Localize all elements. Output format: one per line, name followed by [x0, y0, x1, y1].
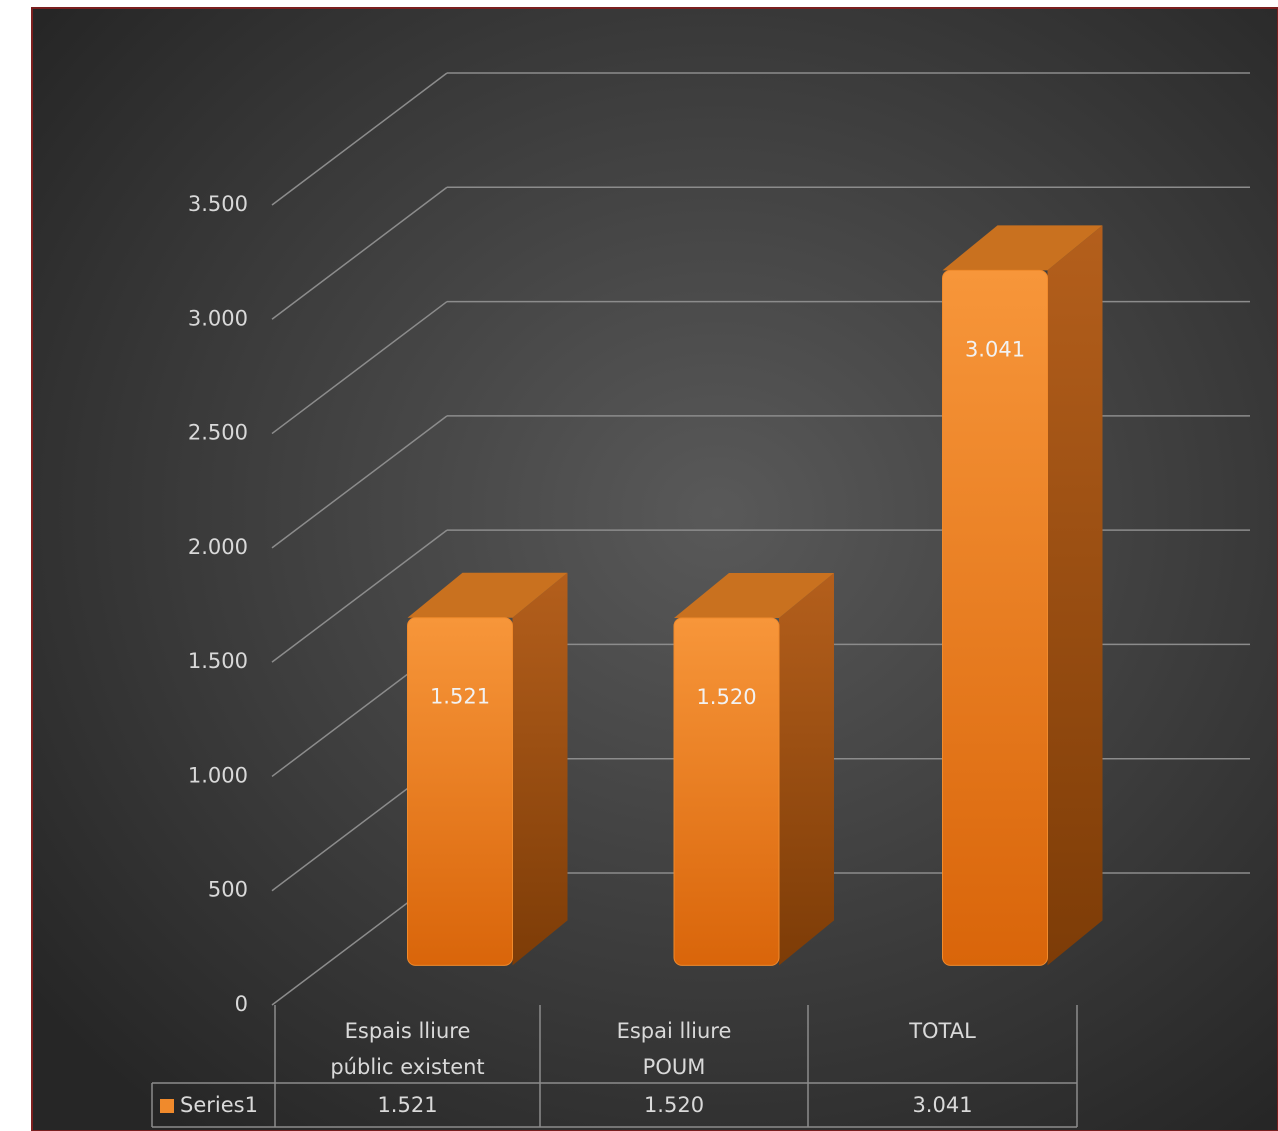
grid-line [271, 72, 448, 206]
bar-side [512, 572, 568, 966]
bar-side [779, 572, 834, 966]
legend-label: Series1 [180, 1093, 258, 1117]
y-tick-label: 1.500 [188, 649, 248, 673]
table-value: 1.521 [377, 1093, 437, 1117]
grid-line [271, 529, 448, 663]
bar [673, 617, 780, 966]
y-tick-label: 1.000 [188, 763, 248, 787]
bar-top [674, 572, 834, 618]
bar-side [1047, 225, 1103, 966]
table-value: 3.041 [912, 1093, 972, 1117]
data-label: 1.521 [430, 685, 490, 709]
grid-line [271, 186, 448, 320]
category-label: TOTAL [909, 1019, 976, 1043]
bar [942, 269, 1048, 966]
legend-marker [160, 1099, 174, 1113]
grid-line [271, 300, 448, 435]
grid-line [271, 415, 448, 549]
category-label: Espais lliure públic existent [330, 1019, 485, 1079]
data-label: 1.520 [696, 685, 756, 709]
bar [407, 617, 513, 966]
data-label: 3.041 [965, 337, 1025, 361]
y-tick-label: 3.000 [188, 306, 248, 330]
y-tick-label: 2.000 [188, 535, 248, 559]
bar-top [942, 225, 1103, 271]
y-tick-label: 2.500 [188, 421, 248, 445]
y-tick-label: 3.500 [188, 192, 248, 216]
table-value: 1.520 [644, 1093, 704, 1117]
category-label: Espai lliure POUM [616, 1019, 732, 1079]
bar-top [407, 572, 568, 618]
y-tick-label: 500 [208, 878, 248, 902]
y-tick-label: 0 [235, 992, 248, 1016]
